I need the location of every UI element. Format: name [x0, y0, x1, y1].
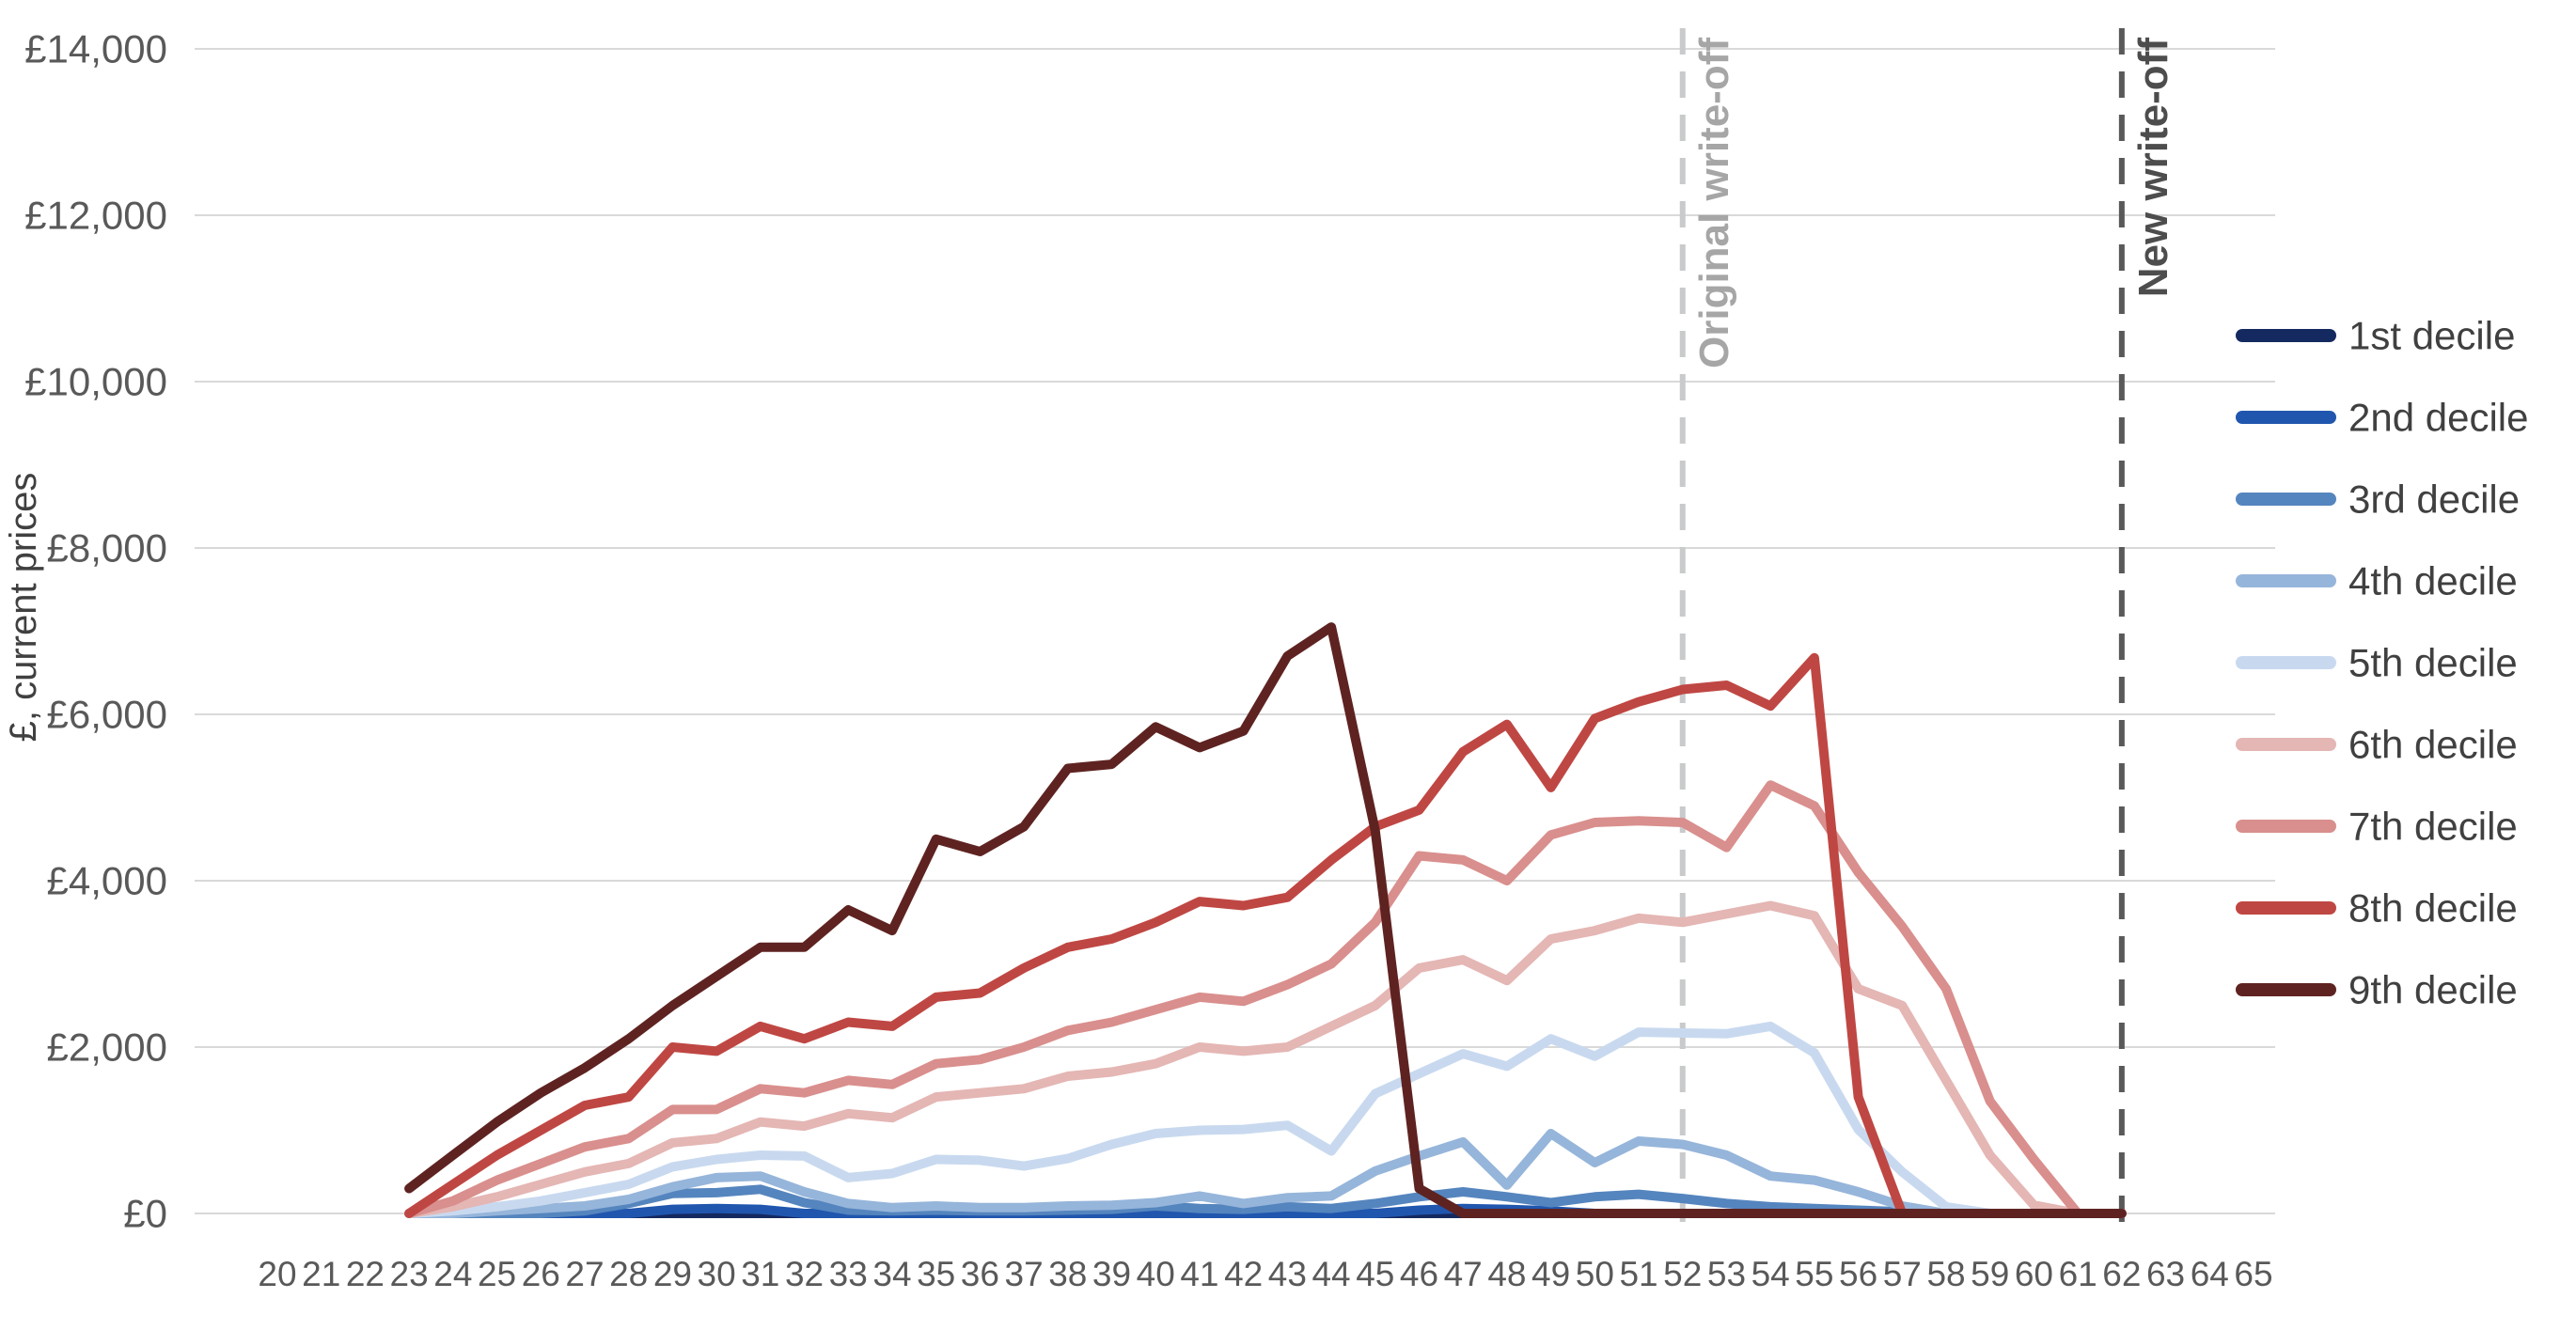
x-tick-label: 61 — [2059, 1255, 2097, 1293]
legend-item-1st-decile: 1st decile — [2236, 314, 2515, 358]
x-tick-label: 48 — [1487, 1255, 1526, 1293]
x-tick-label: 33 — [829, 1255, 868, 1293]
y-tick-label: £10,000 — [24, 360, 167, 404]
y-tick-label: £2,000 — [47, 1025, 167, 1070]
legend-item-9th-decile: 9th decile — [2236, 968, 2518, 1012]
legend-item-8th-decile: 8th decile — [2236, 886, 2518, 931]
legend-label-6th-decile: 6th decile — [2348, 723, 2518, 767]
x-tick-label: 34 — [872, 1255, 911, 1293]
x-tick-label: 20 — [258, 1255, 296, 1293]
legend-item-5th-decile: 5th decile — [2236, 641, 2518, 685]
x-tick-label: 46 — [1400, 1255, 1438, 1293]
legend-label-4th-decile: 4th decile — [2348, 559, 2518, 603]
legend-label-2nd-decile: 2nd decile — [2348, 396, 2528, 440]
x-tick-label: 56 — [1839, 1255, 1877, 1293]
x-tick-label: 39 — [1092, 1255, 1131, 1293]
x-tick-label: 50 — [1576, 1255, 1614, 1293]
x-tick-label: 58 — [1926, 1255, 1965, 1293]
x-tick-label: 29 — [653, 1255, 692, 1293]
x-tick-label: 47 — [1444, 1255, 1483, 1293]
x-tick-label: 45 — [1356, 1255, 1394, 1293]
series-line-4th-decile — [404, 1129, 2127, 1218]
legend-item-6th-decile: 6th decile — [2236, 723, 2518, 767]
x-tick-label: 41 — [1180, 1255, 1218, 1293]
x-tick-label: 51 — [1619, 1255, 1657, 1293]
x-tick-label: 21 — [302, 1255, 340, 1293]
x-tick-label: 62 — [2102, 1255, 2141, 1293]
y-tick-label: £6,000 — [47, 693, 167, 737]
x-tick-label: 60 — [2015, 1255, 2053, 1293]
x-tick-label: 40 — [1137, 1255, 1175, 1293]
legend-item-2nd-decile: 2nd decile — [2236, 396, 2528, 440]
legend-label-5th-decile: 5th decile — [2348, 641, 2518, 685]
x-tick-label: 23 — [390, 1255, 429, 1293]
x-tick-label: 38 — [1048, 1255, 1087, 1293]
legend-label-9th-decile: 9th decile — [2348, 968, 2518, 1012]
x-tick-label: 25 — [478, 1255, 516, 1293]
x-tick-label: 64 — [2191, 1255, 2229, 1293]
y-axis-title: £, current prices — [3, 473, 44, 743]
annotation-label-new-write-off: New write-off — [2130, 38, 2176, 298]
x-tick-label: 37 — [1005, 1255, 1044, 1293]
x-tick-label: 24 — [433, 1255, 472, 1293]
series-line-6th-decile — [404, 900, 2127, 1218]
series-line-5th-decile — [404, 1021, 2127, 1218]
legend-label-8th-decile: 8th decile — [2348, 886, 2518, 931]
x-tick-label: 54 — [1751, 1255, 1790, 1293]
x-tick-label: 27 — [565, 1255, 604, 1293]
x-tick-label: 30 — [698, 1255, 736, 1293]
series-line-8th-decile — [404, 652, 2127, 1218]
legend-label-3rd-decile: 3rd decile — [2348, 477, 2520, 522]
x-tick-label: 65 — [2234, 1255, 2272, 1293]
y-tick-label: £4,000 — [47, 859, 167, 903]
legend-label-7th-decile: 7th decile — [2348, 805, 2518, 849]
x-tick-label: 36 — [961, 1255, 999, 1293]
x-tick-label: 59 — [1971, 1255, 2009, 1293]
y-tick-label: £12,000 — [24, 194, 167, 238]
legend-item-3rd-decile: 3rd decile — [2236, 477, 2520, 522]
x-tick-label: 44 — [1312, 1255, 1350, 1293]
legend-item-4th-decile: 4th decile — [2236, 559, 2518, 603]
y-tick-label: £0 — [123, 1192, 167, 1236]
x-tick-label: 49 — [1531, 1255, 1570, 1293]
x-tick-label: 22 — [346, 1255, 385, 1293]
x-tick-label: 42 — [1224, 1255, 1263, 1293]
y-tick-label: £14,000 — [24, 27, 167, 71]
x-tick-label: 43 — [1268, 1255, 1307, 1293]
x-tick-label: 53 — [1707, 1255, 1746, 1293]
x-tick-label: 26 — [522, 1255, 560, 1293]
legend-item-7th-decile: 7th decile — [2236, 805, 2518, 849]
annotation-label-original-write-off: Original write-off — [1691, 38, 1737, 368]
x-tick-label: 63 — [2146, 1255, 2185, 1293]
series-line-9th-decile — [404, 622, 2127, 1218]
legend-label-1st-decile: 1st decile — [2348, 314, 2515, 358]
x-tick-label: 32 — [785, 1255, 824, 1293]
x-tick-label: 57 — [1883, 1255, 1922, 1293]
x-tick-label: 31 — [741, 1255, 779, 1293]
y-tick-label: £8,000 — [47, 526, 167, 571]
x-tick-label: 52 — [1663, 1255, 1702, 1293]
x-tick-label: 28 — [609, 1255, 648, 1293]
x-tick-label: 55 — [1795, 1255, 1833, 1293]
x-tick-label: 35 — [917, 1255, 955, 1293]
